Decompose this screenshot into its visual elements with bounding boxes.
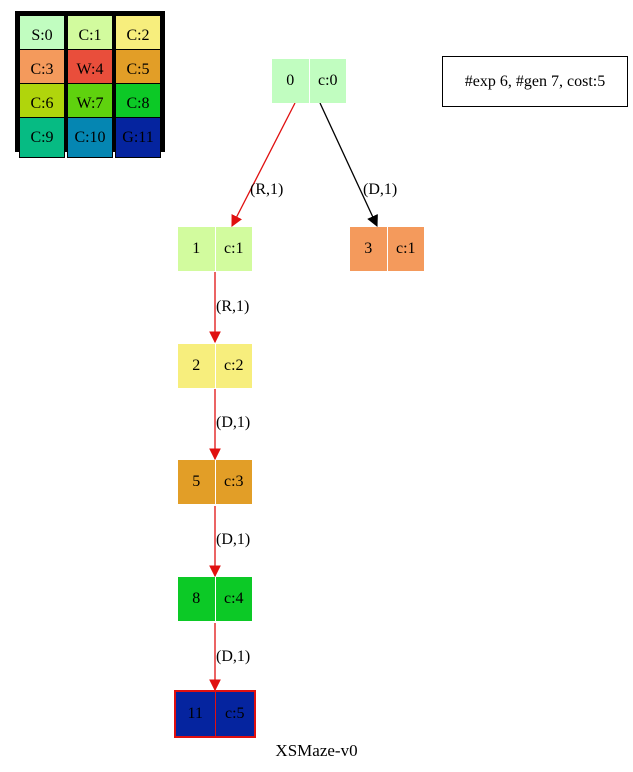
- legend-cell: C:9: [19, 117, 65, 158]
- edge-label: (D,1): [216, 531, 251, 548]
- tree-node-3: 3 c:1: [350, 227, 424, 271]
- edge-label: (D,1): [216, 414, 251, 431]
- graph-caption: XSMaze-v0: [275, 741, 358, 760]
- tree-node-0: 0 c:0: [272, 59, 346, 103]
- tree-node-5: 5 c:3: [178, 460, 252, 504]
- edge-0-3: [319, 102, 378, 228]
- node-cost: c:2: [223, 357, 244, 374]
- node-id: 5: [178, 460, 216, 504]
- edge-label: (R,1): [250, 181, 284, 198]
- node-id: 1: [178, 227, 216, 271]
- edge-label: (R,1): [216, 298, 250, 315]
- tree-node-11-goal: 11 c:5: [174, 690, 256, 738]
- tree-node-2: 2 c:2: [178, 344, 252, 388]
- node-id: 11: [176, 692, 216, 736]
- node-id: 2: [178, 344, 216, 388]
- legend-cell: G:11: [115, 117, 161, 158]
- node-id: 0: [272, 59, 310, 103]
- legend-cell: C:10: [67, 117, 113, 158]
- tree-node-1: 1 c:1: [178, 227, 252, 271]
- node-cost: c:3: [223, 473, 244, 490]
- node-cost: c:4: [223, 590, 244, 607]
- edge-label: (D,1): [216, 648, 251, 665]
- node-cost: c:1: [395, 240, 416, 257]
- node-cost: c:1: [223, 240, 244, 257]
- legend-grid: S:0 C:1 C:2 C:3 W:4 C:5 C:6 W:7 C:8 C:9 …: [15, 11, 165, 158]
- search-stats-box: #exp 6, #gen 7, cost:5: [442, 56, 628, 107]
- edge-0-1: [231, 102, 296, 228]
- node-cost: c:0: [317, 72, 338, 89]
- edge-label: (D,1): [363, 181, 398, 198]
- node-id: 8: [178, 577, 216, 621]
- node-id: 3: [350, 227, 388, 271]
- tree-node-8: 8 c:4: [178, 577, 252, 621]
- node-cost: c:5: [224, 705, 245, 722]
